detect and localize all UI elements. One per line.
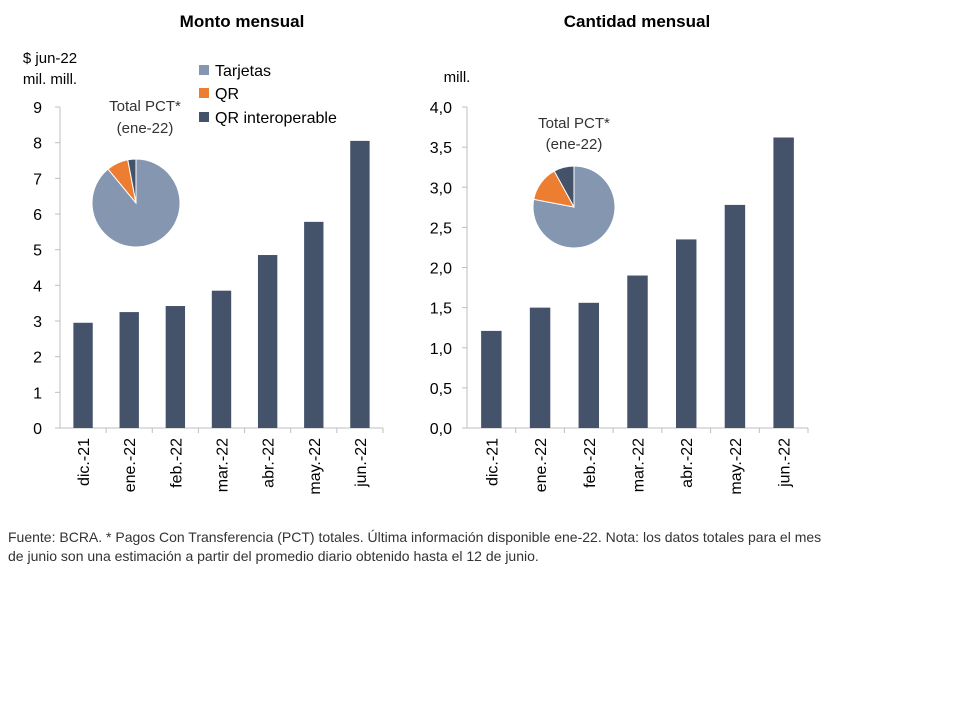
pie-slice-qr-interoperable <box>127 158 137 204</box>
y-tick-label: 0,0 <box>430 421 452 438</box>
legend-label-tarjetas: Tarjetas <box>215 63 271 80</box>
x-tick-label: dic.-21 <box>484 438 501 486</box>
inset-pie <box>91 158 181 248</box>
y-tick-label: 0 <box>33 421 42 438</box>
y-tick-label: 2 <box>33 350 42 367</box>
y-tick-label: 1,5 <box>430 301 452 318</box>
inset-pie <box>532 165 616 249</box>
chart-title: Monto mensual <box>180 12 305 31</box>
legend-swatch-tarjetas <box>199 65 209 75</box>
legend-swatch-qr-interoperable <box>199 112 209 122</box>
bar <box>529 307 551 428</box>
monto-mensual-chart: Monto mensual $ jun-22 mil. mill. 0 1 2 3 4 5… <box>23 12 384 495</box>
x-tick-label: feb.-22 <box>168 438 185 488</box>
y-unit-label-line2: mil. mill. <box>23 71 77 88</box>
x-tick-label: abr.-22 <box>679 438 696 488</box>
pie-label-line1: Total PCT* <box>538 115 610 132</box>
bars <box>481 137 794 428</box>
y-tick-label: 8 <box>33 136 42 153</box>
bars <box>73 140 370 428</box>
x-tick-label: mar.-22 <box>215 438 232 492</box>
bar <box>165 306 186 428</box>
y-tick-label: 4,0 <box>430 100 452 117</box>
y-unit-label: mill. <box>444 69 471 86</box>
bar <box>119 312 139 428</box>
x-axis-ticks: dic.-21 ene.-22 feb.-22 mar.-22 abr.-22 may.-… <box>76 438 370 495</box>
x-tick-label: abr.-22 <box>261 438 278 488</box>
y-tick-label: 1 <box>33 385 42 402</box>
pie-slice-qr-interoperable <box>553 165 575 208</box>
x-tick-label: may.-22 <box>728 438 745 495</box>
bar <box>675 239 697 428</box>
bar <box>211 290 232 428</box>
y-tick-label: 0,5 <box>430 381 452 398</box>
x-tick-label: mar.-22 <box>631 438 648 492</box>
footnote: Fuente: BCRA. * Pagos Con Transferencia … <box>8 529 822 564</box>
y-tick-label: 5 <box>33 243 42 260</box>
y-tick-label: 4 <box>33 278 42 295</box>
x-tick-label: may.-22 <box>307 438 324 495</box>
bar <box>304 221 324 428</box>
bar <box>578 302 600 428</box>
x-axis-ticks: dic.-21 ene.-22 feb.-22 mar.-22 abr.-22 may.-… <box>484 438 793 495</box>
bar <box>73 322 93 428</box>
y-tick-label: 7 <box>33 171 42 188</box>
bar <box>257 255 278 428</box>
y-axis-ticks: 0 1 2 3 4 5 6 7 8 9 <box>33 100 42 438</box>
y-tick-label: 9 <box>33 100 42 117</box>
chart-title: Cantidad mensual <box>564 12 710 31</box>
bar <box>724 204 746 428</box>
y-tick-label: 6 <box>33 207 42 224</box>
legend: Tarjetas QR QR interoperable <box>199 63 337 127</box>
x-tick-label: ene.-22 <box>122 438 139 492</box>
pie-label-line1: Total PCT* <box>109 98 181 115</box>
y-tick-label: 1,0 <box>430 341 452 358</box>
axes <box>55 106 384 433</box>
pie-label-line2: (ene-22) <box>546 136 603 153</box>
y-tick-label: 2,0 <box>430 261 452 278</box>
bar <box>350 140 370 428</box>
y-tick-label: 3,0 <box>430 180 452 197</box>
bar <box>481 330 502 428</box>
legend-label-qr-interoperable: QR interoperable <box>215 110 337 127</box>
y-axis-ticks: 0,0 0,5 1,0 1,5 2,0 2,5 3,0 3,5 4,0 <box>430 100 452 438</box>
cantidad-mensual-chart: Cantidad mensual mill. 0,0 0,5 1,0 1,5 2,0 2,… <box>430 12 809 495</box>
bar <box>773 137 794 428</box>
y-tick-label: 3,5 <box>430 140 452 157</box>
legend-label-qr: QR <box>215 86 239 103</box>
y-unit-label-line1: $ jun-22 <box>23 50 77 67</box>
y-tick-label: 3 <box>33 314 42 331</box>
pie-label-line2: (ene-22) <box>117 120 174 137</box>
x-tick-label: ene.-22 <box>533 438 550 492</box>
legend-swatch-qr <box>199 88 209 98</box>
x-tick-label: dic.-21 <box>76 438 93 486</box>
x-tick-label: jun.-22 <box>777 438 794 488</box>
y-tick-label: 2,5 <box>430 220 452 237</box>
x-tick-label: jun.-22 <box>353 438 370 488</box>
x-tick-label: feb.-22 <box>582 438 599 488</box>
bar <box>627 275 648 428</box>
